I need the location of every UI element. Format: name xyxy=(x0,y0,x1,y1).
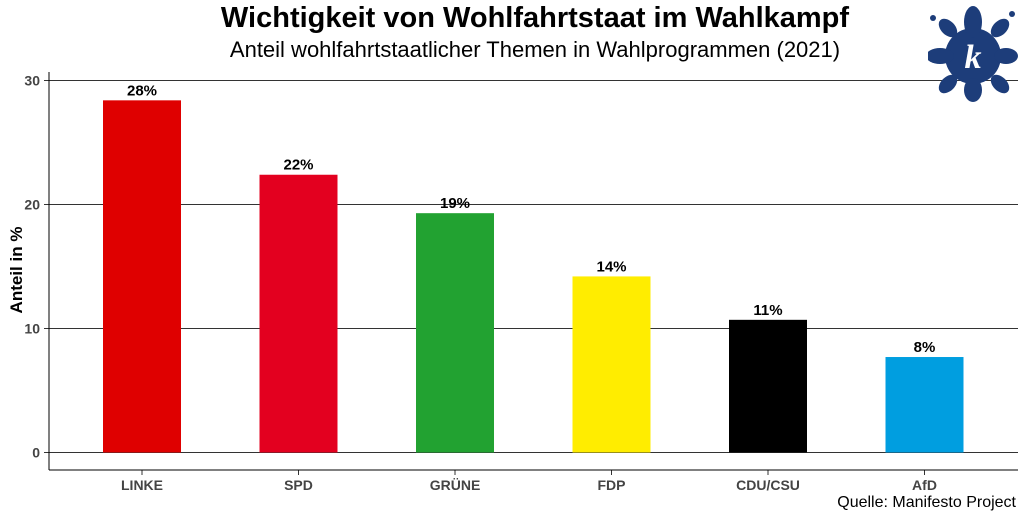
gridlines xyxy=(49,80,1018,453)
y-tick-label: 0 xyxy=(32,445,40,461)
data-label: 19% xyxy=(440,195,470,212)
x-tick-label: CDU/CSU xyxy=(736,477,800,493)
bar-cdu-csu xyxy=(729,319,807,453)
y-axis-ticks: 0 10 20 30 xyxy=(24,73,49,461)
x-tick-label: GRÜNE xyxy=(430,477,481,493)
bars xyxy=(103,100,964,453)
x-tick-label: FDP xyxy=(598,477,626,493)
data-labels: 28% 22% 19% 14% 11% 8% xyxy=(127,82,935,356)
y-tick-label: 30 xyxy=(24,73,40,89)
data-label: 11% xyxy=(753,302,782,319)
data-label: 28% xyxy=(127,82,157,99)
x-tick-label: LINKE xyxy=(121,477,163,493)
y-axis-label: Anteil in % xyxy=(7,227,26,314)
source-caption: Quelle: Manifesto Project xyxy=(837,494,1016,511)
chart-subtitle: Anteil wohlfahrtstaatlicher Themen in Wa… xyxy=(229,37,841,62)
bar-gr-ne xyxy=(416,213,494,453)
bar-fdp xyxy=(572,276,651,453)
logo-letter: k xyxy=(965,39,982,76)
y-tick-label: 20 xyxy=(24,197,40,213)
chart-title: Wichtigkeit von Wohlfahrtstaat im Wahlka… xyxy=(220,2,850,34)
y-tick-label: 10 xyxy=(24,321,40,337)
bar-spd xyxy=(259,174,338,453)
data-label: 14% xyxy=(596,258,626,275)
data-label: 8% xyxy=(914,339,936,356)
x-axis-ticks: LINKE SPD GRÜNE FDP CDU/CSU AfD xyxy=(121,470,937,493)
bar-linke xyxy=(103,100,181,453)
x-tick-label: SPD xyxy=(284,477,313,493)
data-label: 22% xyxy=(283,157,313,174)
bar-afd xyxy=(885,357,964,453)
flower-k-logo: k xyxy=(928,6,1018,102)
x-tick-label: AfD xyxy=(912,477,937,493)
